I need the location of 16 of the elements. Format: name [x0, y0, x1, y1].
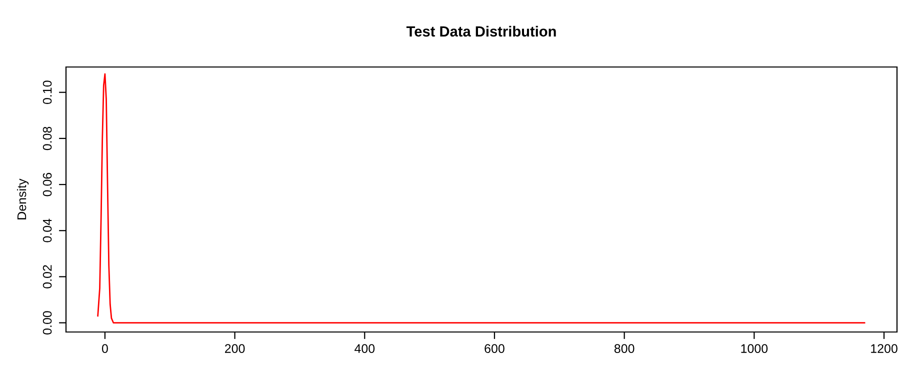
- x-tick-label: 1000: [741, 344, 768, 353]
- y-tick-label: 0.08: [42, 126, 52, 150]
- x-tick-label: 600: [484, 344, 504, 353]
- x-tick-label: 200: [225, 344, 245, 353]
- y-tick-label: 0.10: [42, 80, 52, 104]
- x-tick-label: 0: [102, 344, 108, 353]
- line-series: [97, 73, 866, 324]
- y-tick-label: 0.06: [42, 172, 52, 196]
- y-tick-label: 0.00: [42, 311, 52, 334]
- x-tick-label: 400: [354, 344, 375, 353]
- y-tick-label: 0.04: [42, 218, 52, 242]
- x-tick-label: 800: [614, 344, 634, 353]
- y-axis-title: Density: [17, 178, 29, 220]
- x-tick-label: 1200: [871, 344, 898, 353]
- y-tick-label: 0.02: [42, 265, 52, 288]
- chart-title: Test Data Distribution: [406, 26, 556, 37]
